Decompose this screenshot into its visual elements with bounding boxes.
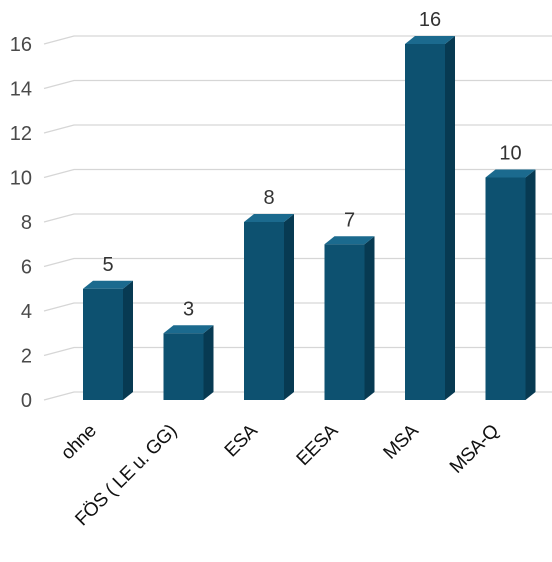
gridlines xyxy=(43,35,552,401)
x-category-label: ESA xyxy=(221,420,262,461)
y-tick-label: 6 xyxy=(21,257,32,279)
data-label: 7 xyxy=(344,209,355,231)
gridline xyxy=(43,35,552,45)
y-tick-label: 16 xyxy=(10,34,32,56)
bar xyxy=(244,214,294,400)
y-tick-label: 8 xyxy=(21,212,32,234)
gridline xyxy=(43,346,552,357)
bar xyxy=(405,36,455,400)
y-tick-label: 12 xyxy=(10,123,32,145)
y-tick-label: 4 xyxy=(21,301,32,323)
gridline xyxy=(43,257,552,268)
x-category-label: MSA-Q xyxy=(446,421,503,478)
data-labels: 5 3 8 7 16 10 xyxy=(102,9,521,320)
gridline xyxy=(43,302,552,312)
bar xyxy=(324,236,375,400)
y-tick-label: 10 xyxy=(10,168,32,190)
y-tick-label: 2 xyxy=(21,346,32,368)
data-label: 8 xyxy=(263,187,274,209)
bar xyxy=(485,169,536,400)
data-label: 3 xyxy=(183,298,194,320)
x-category-label: ohne xyxy=(57,421,100,464)
bar xyxy=(83,280,133,400)
x-category-label: MSA xyxy=(380,420,423,463)
bars xyxy=(83,36,536,400)
y-tick-label: 14 xyxy=(10,79,32,101)
gridline xyxy=(43,213,552,223)
data-label: 10 xyxy=(499,143,521,165)
data-label: 16 xyxy=(419,9,441,31)
gridline xyxy=(43,168,552,179)
gridline xyxy=(43,124,552,134)
y-tick-label: 0 xyxy=(21,390,32,412)
gridline xyxy=(43,79,552,90)
gridline xyxy=(43,391,552,401)
x-category-label: EESA xyxy=(293,420,343,470)
bar xyxy=(163,325,214,400)
data-label: 5 xyxy=(102,254,113,276)
y-axis-ticks: 0 2 4 6 8 10 12 14 16 xyxy=(10,34,32,412)
